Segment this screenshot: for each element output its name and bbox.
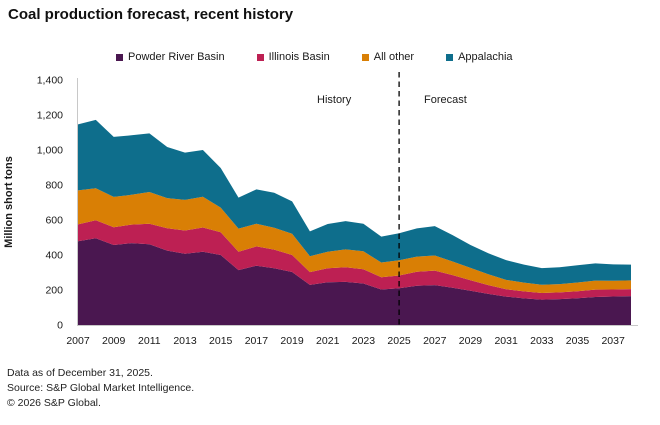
- legend-item-label: Appalachia: [458, 51, 513, 63]
- x-tick-label: 2035: [566, 335, 590, 347]
- chart-legend: Powder River Basin Illinois Basin All othe…: [116, 51, 513, 63]
- legend-swatch-icon: [256, 53, 264, 61]
- legend-item: Powder River Basin: [116, 51, 225, 63]
- x-tick-label: 2009: [102, 335, 126, 347]
- y-tick-label: 1,400: [37, 75, 63, 87]
- x-tick-label: 2019: [280, 335, 304, 347]
- area-series-illinois-basin: [78, 220, 631, 300]
- x-tick-label: 2007: [66, 335, 90, 347]
- legend-item: Illinois Basin: [256, 51, 330, 63]
- legend-swatch-icon: [361, 53, 369, 61]
- page-title: Coal production forecast, recent history: [8, 6, 294, 23]
- legend-item: Appalachia: [446, 51, 513, 63]
- y-tick-label: 800: [45, 180, 63, 192]
- legend-item: All other: [361, 51, 415, 63]
- forecast-annotation: Forecast: [424, 94, 467, 106]
- y-tick-label: 1,200: [37, 110, 63, 122]
- area-series-all-other: [78, 188, 631, 293]
- x-tick-label: 2023: [352, 335, 376, 347]
- chart-footnotes: Data as of December 31, 2025. Source: S&…: [7, 366, 194, 411]
- y-tick-label: 1,000: [37, 145, 63, 157]
- chart-svg: 0 200 400 600 800 1,000 1,200 1,400 2007 2009 2011…: [37, 72, 638, 347]
- y-tick-label: 0: [57, 320, 63, 332]
- x-tick-label: 2029: [459, 335, 483, 347]
- area-series-appalachia: [78, 119, 631, 285]
- x-tick-label: 2013: [173, 335, 197, 347]
- x-tick-label: 2031: [494, 335, 518, 347]
- y-tick-label: 200: [45, 285, 63, 297]
- y-tick-label: 600: [45, 215, 63, 227]
- x-tick-label: 2021: [316, 335, 340, 347]
- copyright-note: © 2026 S&P Global.: [7, 397, 101, 409]
- x-tick-label: 2025: [387, 335, 411, 347]
- x-tick-label: 2011: [138, 335, 161, 347]
- legend-swatch-icon: [116, 53, 123, 61]
- legend-swatch-icon: [446, 53, 454, 61]
- x-tick-label: 2027: [423, 335, 447, 347]
- x-tick-label: 2017: [245, 335, 269, 347]
- history-annotation: History: [317, 94, 352, 106]
- area-series-powder-river-basin: [78, 238, 631, 325]
- x-tick-label: 2037: [601, 335, 625, 347]
- x-tick-label: 2015: [209, 335, 233, 347]
- legend-item-label: All other: [373, 51, 415, 63]
- legend-item-label: Powder River Basin: [128, 51, 225, 63]
- legend-item-label: Illinois Basin: [268, 51, 330, 63]
- source-note: Source: S&P Global Market Intelligence.: [7, 382, 195, 394]
- y-tick-label: 400: [45, 250, 63, 262]
- data-as-of-note: Data as of December 31, 2025.: [7, 367, 153, 379]
- x-tick-label: 2033: [530, 335, 554, 347]
